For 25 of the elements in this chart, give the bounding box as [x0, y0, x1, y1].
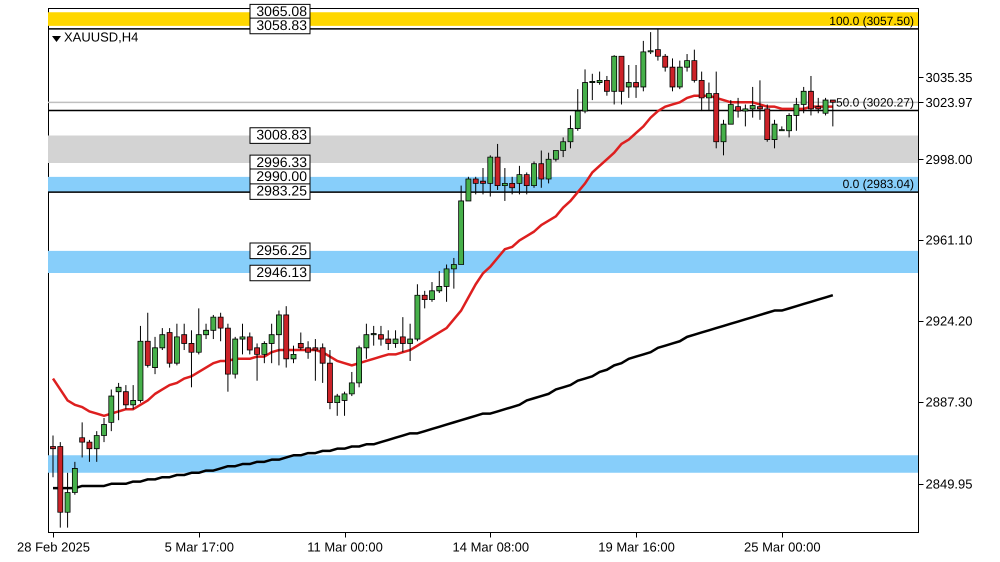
ref-line-label: 100.0 (3057.50)	[829, 14, 914, 28]
x-tick-label: 25 Mar 00:00	[744, 540, 821, 554]
annotation: 3008.83	[256, 126, 308, 143]
x-tick-label: 11 Mar 00:00	[307, 540, 383, 554]
x-tick-label: 28 Feb 2025	[16, 540, 90, 554]
annotation: 2946.13	[256, 264, 308, 280]
x-tick-label: 19 Mar 16:00	[598, 540, 675, 554]
y-tick-label: 2849.95	[926, 476, 972, 492]
annotation: 2956.25	[256, 242, 308, 258]
x-tick-label: 14 Mar 08:00	[452, 540, 530, 554]
annotation: 3058.83	[256, 16, 308, 33]
x-tick-label: 5 Mar 17:00	[164, 540, 234, 554]
text: XAUUSD,H4	[64, 29, 138, 44]
ref-line-label: 0.0 (2983.04)	[842, 177, 914, 192]
y-tick-label: 3035.35	[926, 70, 972, 85]
y-tick-label: 2961.10	[926, 232, 972, 248]
ref-line-label: 50.0 (3020.27)	[836, 95, 914, 110]
annotation: 2983.25	[256, 182, 308, 199]
y-tick-label: 2924.20	[926, 314, 972, 329]
annotation: 2996.33	[256, 154, 308, 170]
annotation: 3065.08	[256, 3, 308, 20]
y-tick-label: 2887.30	[926, 394, 972, 410]
y-tick-label: 2998.00	[926, 152, 972, 167]
annotation: 2990.00	[256, 168, 308, 184]
y-tick-label: 3023.97	[926, 94, 972, 110]
